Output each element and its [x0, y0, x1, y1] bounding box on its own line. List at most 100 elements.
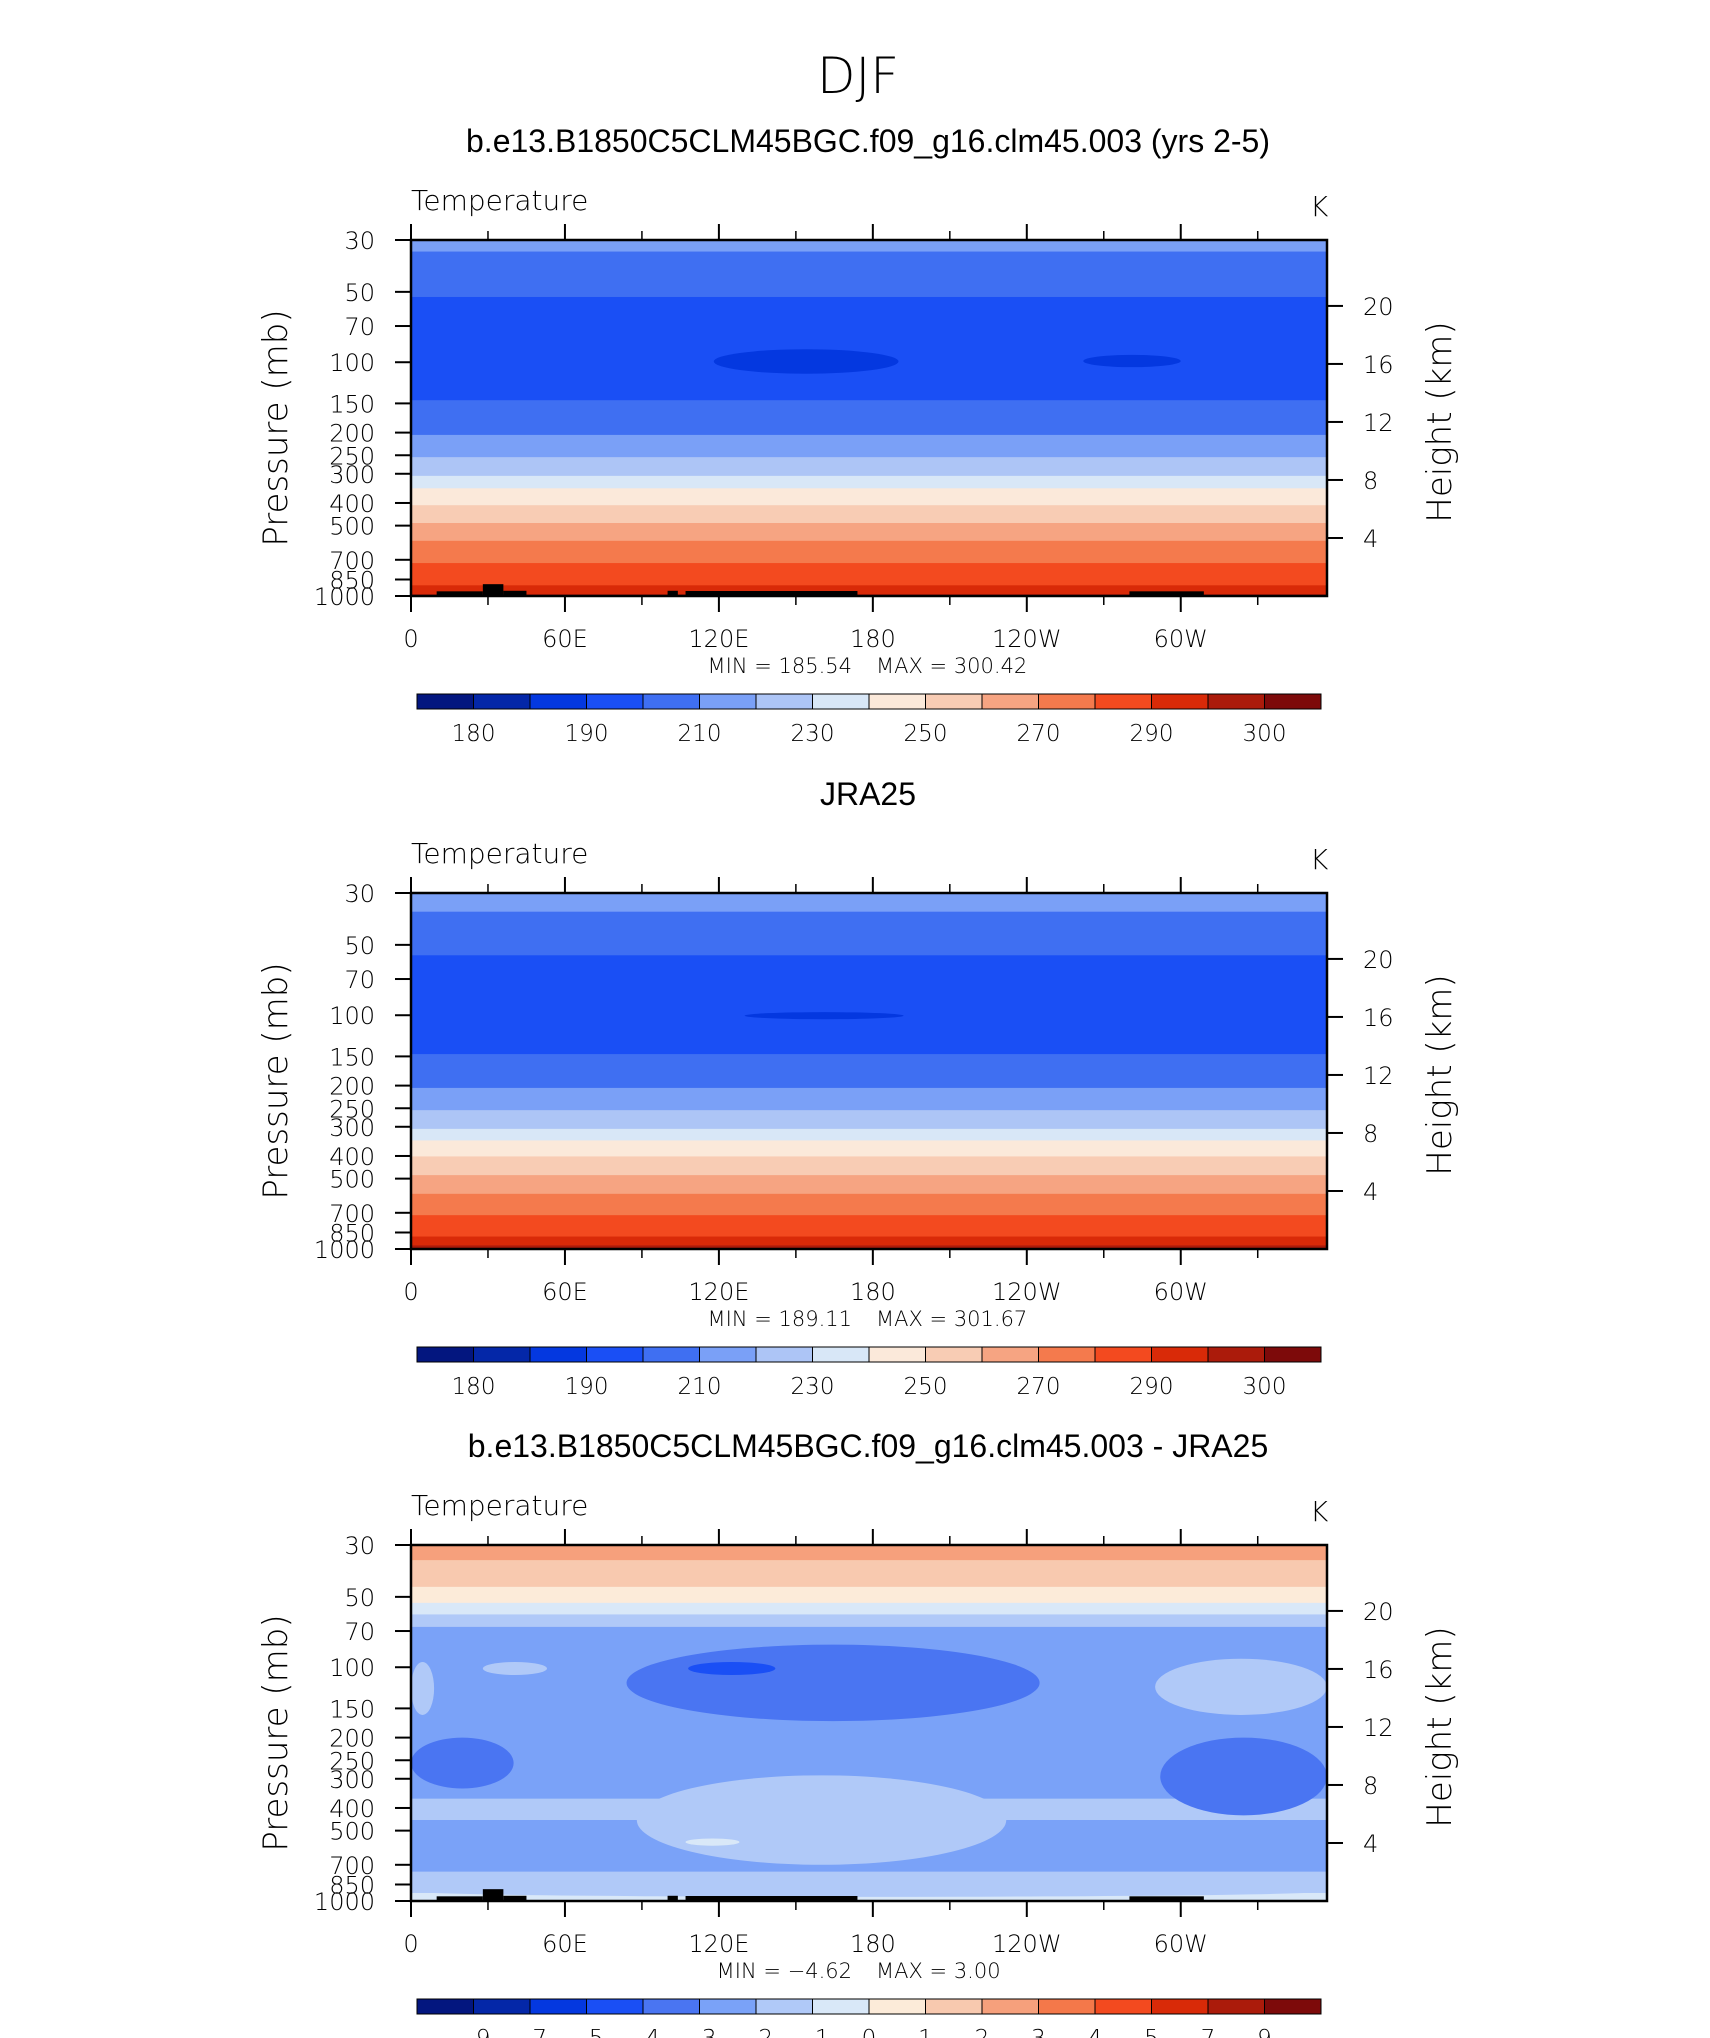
contour-feature — [636, 1775, 1007, 1865]
colorbar-label: 300 — [1243, 721, 1287, 747]
units-label: K — [1310, 1495, 1329, 1528]
y-tick-label: 150 — [329, 390, 375, 418]
colorbar-box — [1264, 1346, 1322, 1363]
colorbar-box — [1094, 693, 1152, 710]
x-tick-label: 60E — [542, 1930, 588, 1958]
contour-band — [411, 1156, 1327, 1176]
x-tick-label: 120E — [688, 1930, 749, 1958]
colorbar-box — [1151, 693, 1209, 710]
colorbar-label: 210 — [678, 721, 722, 747]
y-tick-label: 250 — [329, 442, 375, 470]
y-tick-label: 30 — [344, 880, 375, 908]
colorbar-label: 3 — [1031, 2026, 1046, 2038]
colorbar-label: 250 — [904, 1374, 948, 1400]
y-tick-label: 100 — [329, 1002, 375, 1030]
contour-band — [411, 893, 1327, 913]
plot-frame — [409, 238, 1329, 598]
y-tick-label: 50 — [344, 1584, 375, 1612]
colorbar-box — [981, 693, 1039, 710]
contour-field — [411, 240, 1327, 596]
colorbar-box — [642, 1346, 700, 1363]
colorbar-label: 180 — [452, 1374, 496, 1400]
height-tick-label: 20 — [1363, 293, 1394, 321]
contour-band — [411, 400, 1327, 436]
colorbar-box — [812, 1998, 870, 2015]
x-tick-label: 180 — [850, 625, 896, 653]
units-label: K — [1310, 843, 1329, 876]
height-tick-label: 20 — [1363, 1598, 1394, 1626]
y-tick-label: 400 — [329, 1795, 375, 1823]
height-tick-label: 8 — [1363, 1120, 1378, 1148]
y-tick-label: 700 — [329, 547, 375, 575]
max-value: MAX = 301.67 — [876, 1307, 1027, 1331]
variable-label: Temperature — [411, 837, 588, 870]
y-axis-label: Pressure (mb) — [256, 1614, 296, 1851]
colorbar-box — [755, 693, 813, 710]
y-tick-label: 1000 — [314, 1236, 375, 1264]
y-axis-label: Pressure (mb) — [256, 962, 296, 1199]
contour-band — [411, 240, 1327, 253]
panel-difference: b.e13.B1850C5CLM45BGC.f09_g16.clm45.003 … — [256, 1428, 1460, 2038]
contour-band — [411, 1215, 1327, 1238]
y-tick-label: 850 — [329, 567, 375, 595]
contour-feature — [685, 1838, 740, 1846]
colorbar-box — [699, 1998, 757, 2015]
panel-title: b.e13.B1850C5CLM45BGC.f09_g16.clm45.003 … — [468, 1428, 1268, 1464]
y-tick-label: 50 — [344, 279, 375, 307]
contour-band — [411, 1236, 1327, 1247]
colorbar-box — [925, 1998, 983, 2015]
y2-axis-label: Height (km) — [1420, 321, 1460, 522]
terrain-mask — [685, 591, 858, 596]
height-tick-label: 12 — [1363, 1062, 1394, 1090]
contour-feature — [1083, 354, 1181, 368]
colorbar-label: −7 — [513, 2026, 547, 2038]
contour-band — [411, 585, 1327, 595]
terrain-mask — [667, 1895, 678, 1901]
y2-axis-label: Height (km) — [1420, 974, 1460, 1175]
contour-band — [411, 296, 1327, 401]
colorbar-label: −2 — [739, 2026, 773, 2038]
figure-title: DJF — [817, 47, 899, 105]
colorbar: 180 190 210 230 250 270 290 300 — [416, 1346, 1322, 1400]
contour-feature — [713, 349, 899, 374]
colorbar-label: 290 — [1130, 1374, 1174, 1400]
x-tick-label: 60E — [542, 625, 588, 653]
colorbar-box — [812, 1346, 870, 1363]
colorbar-label: 230 — [791, 721, 835, 747]
contour-band — [411, 1087, 1327, 1111]
contour-band — [411, 540, 1327, 564]
colorbar-box — [1264, 1998, 1322, 2015]
y2-axis-label: Height (km) — [1420, 1626, 1460, 1827]
colorbar-label: 210 — [678, 1374, 722, 1400]
colorbar-label: 1 — [918, 2026, 933, 2038]
colorbar-box — [642, 1998, 700, 2015]
colorbar-label: 9 — [1257, 2026, 1272, 2038]
height-tick-label: 16 — [1363, 1004, 1394, 1032]
terrain-mask — [503, 1895, 527, 1901]
colorbar-box — [416, 693, 474, 710]
y-tick-label: 200 — [329, 420, 375, 448]
colorbar-box — [529, 1346, 587, 1363]
colorbar-label: 290 — [1130, 721, 1174, 747]
y-tick-label: 300 — [329, 461, 375, 489]
x-tick-label: 120W — [992, 1930, 1062, 1958]
height-tick-label: 20 — [1363, 946, 1394, 974]
contour-feature — [626, 1644, 1040, 1722]
contour-band — [411, 434, 1327, 458]
contour-band — [411, 563, 1327, 586]
colorbar-box — [755, 1998, 813, 2015]
colorbar-box — [868, 1346, 926, 1363]
max-value: MAX = 300.42 — [876, 654, 1027, 678]
x-tick-label: 0 — [403, 1930, 418, 1958]
x-tick-label: 60W — [1154, 1278, 1208, 1306]
colorbar-box — [416, 1346, 474, 1363]
y-tick-label: 500 — [329, 513, 375, 541]
colorbar-label: 180 — [452, 721, 496, 747]
height-tick-label: 8 — [1363, 1772, 1378, 1800]
y-tick-label: 100 — [329, 349, 375, 377]
colorbar-box — [473, 1346, 531, 1363]
plot-frame — [409, 1543, 1329, 1903]
min-value: MIN = 185.54 — [708, 654, 852, 678]
colorbar-box — [1207, 1346, 1265, 1363]
colorbar-label: 250 — [904, 721, 948, 747]
